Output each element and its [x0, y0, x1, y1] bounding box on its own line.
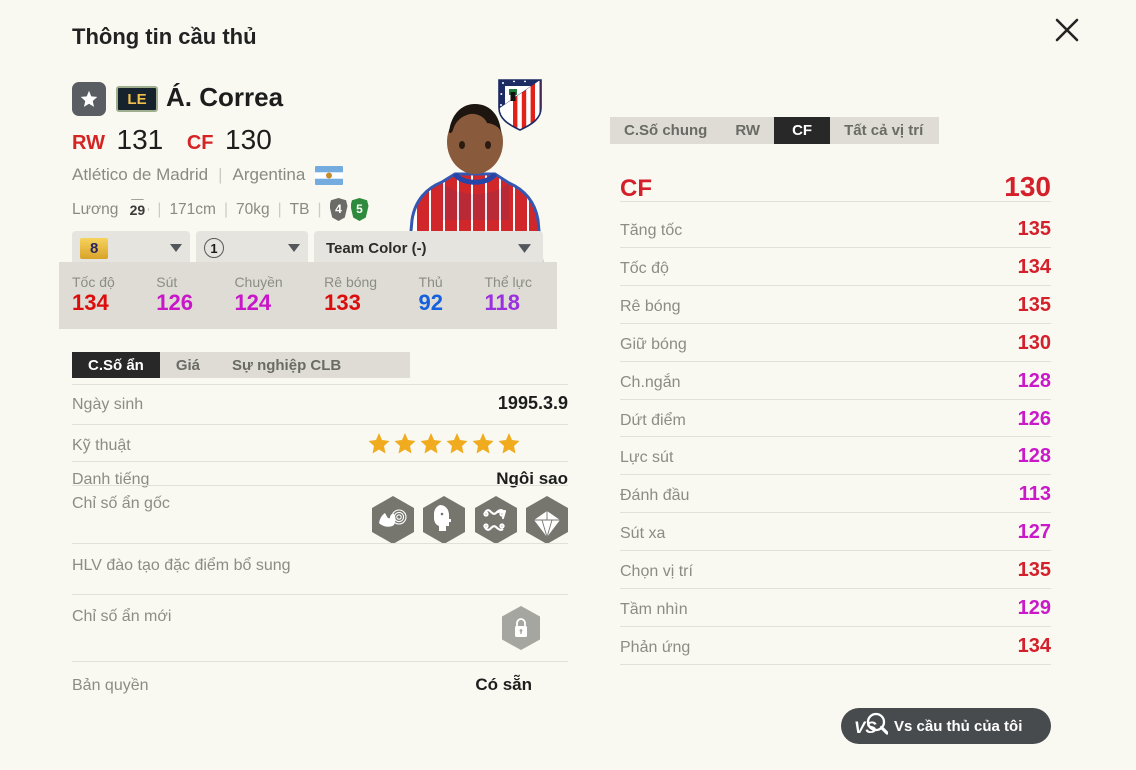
- svg-text:VS: VS: [854, 718, 877, 737]
